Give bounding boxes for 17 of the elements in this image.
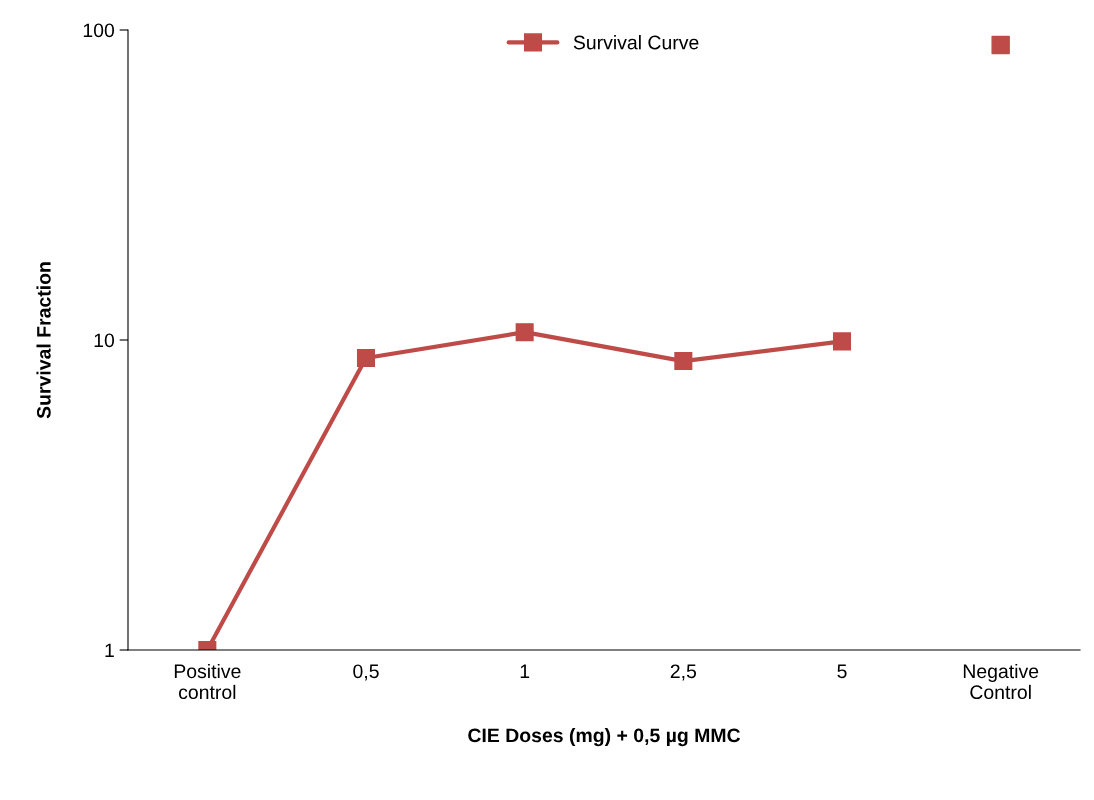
x-axis-title: CIE Doses (mg) + 0,5 µg MMC bbox=[468, 727, 741, 747]
x-tick-label: Positive control bbox=[174, 663, 241, 700]
point bbox=[991, 35, 1010, 55]
x-tick-label: 0,5 bbox=[353, 664, 379, 681]
y-tick-label: 10 bbox=[94, 333, 115, 348]
point bbox=[515, 323, 534, 342]
x-tick-label: 5 bbox=[837, 664, 847, 679]
x-tick-label: 1 bbox=[520, 664, 530, 678]
point bbox=[356, 348, 376, 368]
y-tick-label: 1 bbox=[105, 643, 114, 658]
point bbox=[674, 352, 693, 371]
x-tick-label: Negative Control bbox=[963, 663, 1039, 700]
point bbox=[832, 332, 852, 351]
x-tick-label: 2,5 bbox=[670, 664, 697, 681]
y-tick-label: 100 bbox=[83, 23, 115, 38]
y-axis-title: Survival Fraction bbox=[36, 262, 51, 419]
legend-label: Survival Curve bbox=[573, 35, 699, 50]
